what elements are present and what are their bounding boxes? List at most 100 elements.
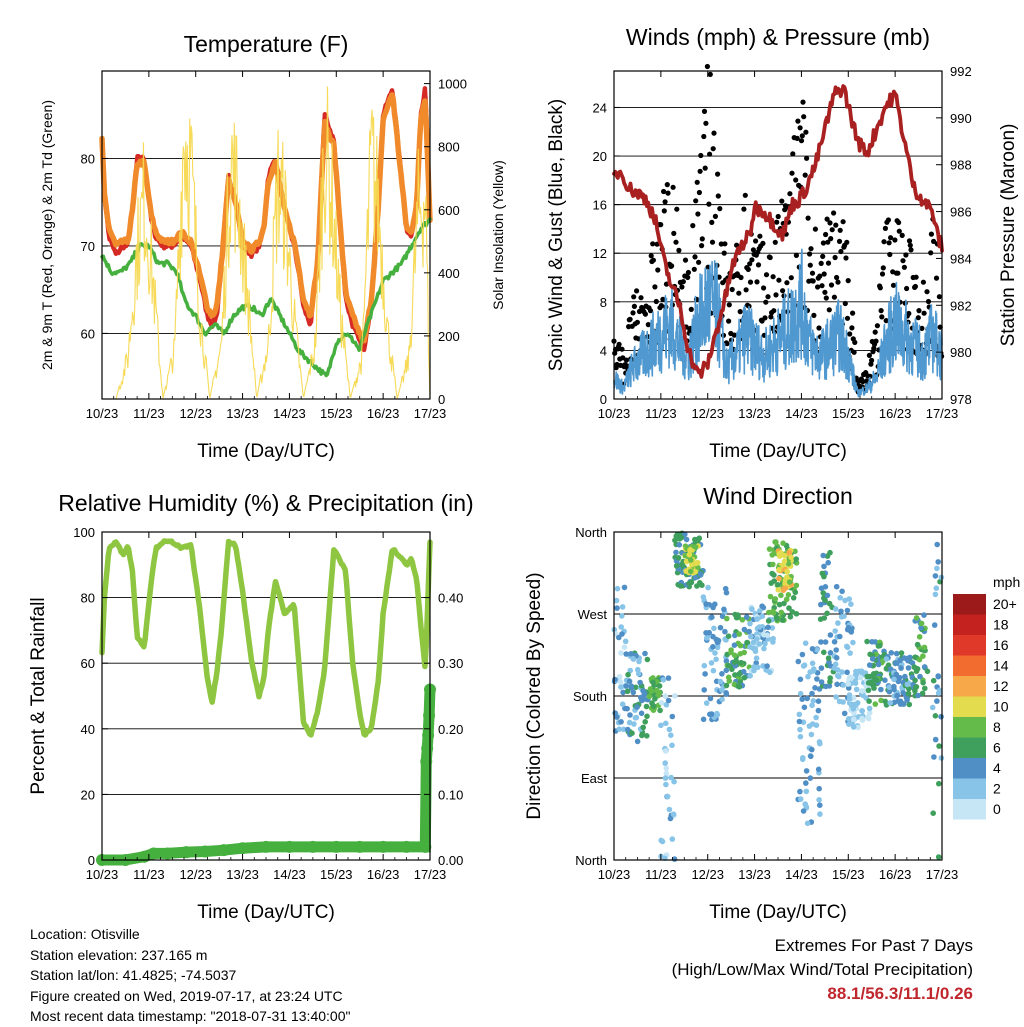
legend-label: 6 <box>993 740 1001 756</box>
direction-point <box>827 678 833 685</box>
y-tick-label: 20 <box>593 149 607 164</box>
direction-point <box>731 659 738 665</box>
series-precipitation-line <box>96 683 436 866</box>
direction-point <box>616 726 623 732</box>
direction-point <box>722 628 728 635</box>
series-gust-point <box>831 210 837 216</box>
direction-point <box>936 780 942 787</box>
direction-point <box>839 669 845 675</box>
direction-point <box>749 606 755 612</box>
direction-point <box>619 604 626 610</box>
series-precipitation-point <box>353 840 366 853</box>
direction-point <box>790 595 797 601</box>
direction-point <box>723 682 730 689</box>
direction-point <box>612 676 618 683</box>
series-gust-point <box>691 266 697 272</box>
series-gust-point <box>782 207 788 213</box>
direction-point <box>837 633 843 640</box>
y2-tick-label: 200 <box>438 329 460 344</box>
direction-point <box>799 651 806 658</box>
direction-point <box>921 612 927 618</box>
direction-point <box>739 617 746 623</box>
direction-point <box>921 644 928 651</box>
direction-point <box>708 660 715 666</box>
direction-point <box>669 742 675 749</box>
direction-point <box>658 722 664 729</box>
series-gust-point <box>827 220 833 226</box>
y2-tick-label: 600 <box>438 203 460 218</box>
direction-point <box>682 531 688 537</box>
series-precipitation-point <box>236 842 249 855</box>
series-gust-point <box>706 201 712 207</box>
direction-point <box>784 568 790 575</box>
direction-point <box>663 770 670 777</box>
direction-point <box>802 640 809 646</box>
direction-point <box>935 690 942 696</box>
direction-point <box>824 610 830 617</box>
direction-point <box>646 693 653 700</box>
legend-swatch <box>953 737 986 758</box>
y-tick-label: 20 <box>81 787 95 802</box>
series-gust-point <box>655 267 661 273</box>
direction-point <box>855 724 861 731</box>
direction-point <box>936 743 942 749</box>
series-precipitation-point <box>400 840 413 853</box>
series-gust-point <box>818 260 824 266</box>
series-gust-point <box>825 260 832 266</box>
x-tick-label: 16/23 <box>367 867 400 882</box>
direction-point <box>869 656 876 662</box>
direction-point <box>756 641 763 647</box>
temperature-data <box>99 86 433 400</box>
series-precipitation-point <box>147 847 160 860</box>
direction-point <box>692 544 699 550</box>
direction-point <box>915 692 921 699</box>
y-tick-label: 24 <box>593 100 607 115</box>
direction-point <box>628 685 635 691</box>
direction-point <box>737 642 744 649</box>
series-gust-point <box>631 303 638 309</box>
series-gust-point <box>658 222 664 228</box>
direction-point <box>913 684 920 690</box>
direction-data <box>611 530 945 862</box>
direction-point <box>624 688 631 695</box>
winds-title: Winds (mph) & Pressure (mb) <box>626 24 930 50</box>
series-gust-point <box>879 314 885 320</box>
y-tick-label: 60 <box>81 656 95 671</box>
series-relative-humidity-line <box>99 538 433 738</box>
direction-point <box>642 650 648 657</box>
series-gust-point <box>904 285 910 292</box>
direction-point <box>634 738 641 745</box>
x-tick-label: 15/23 <box>320 867 353 882</box>
direction-point <box>892 660 899 666</box>
series-gust-point <box>634 319 641 325</box>
direction-point <box>911 664 918 670</box>
legend-swatch <box>953 655 986 676</box>
series-gust-point <box>919 325 925 331</box>
direction-point <box>935 854 942 860</box>
series-gust-point <box>851 349 857 355</box>
y-tick-label: North <box>575 853 607 868</box>
direction-point <box>929 704 936 711</box>
series-gust-point <box>874 323 881 329</box>
direction-point <box>765 618 772 624</box>
direction-point <box>859 692 866 698</box>
series-gust-point <box>724 341 730 347</box>
direction-point <box>702 671 708 677</box>
direction-point <box>833 647 839 653</box>
legend-label: 0 <box>993 801 1001 817</box>
series-gust-point <box>701 108 708 114</box>
y-tick-label: 8 <box>600 295 607 310</box>
direction-point <box>826 600 833 607</box>
direction-point <box>818 679 825 685</box>
series-gust-point <box>747 279 754 285</box>
direction-point <box>768 580 774 586</box>
series-gust-point <box>802 172 808 178</box>
series-gust-point <box>913 274 919 280</box>
series-gust-point <box>823 295 829 301</box>
legend-swatch <box>953 799 986 820</box>
direction-point <box>808 753 814 760</box>
series-gust-point <box>707 71 713 77</box>
direction-point <box>782 585 789 591</box>
direction-point <box>740 668 747 675</box>
direction-point <box>662 760 668 766</box>
